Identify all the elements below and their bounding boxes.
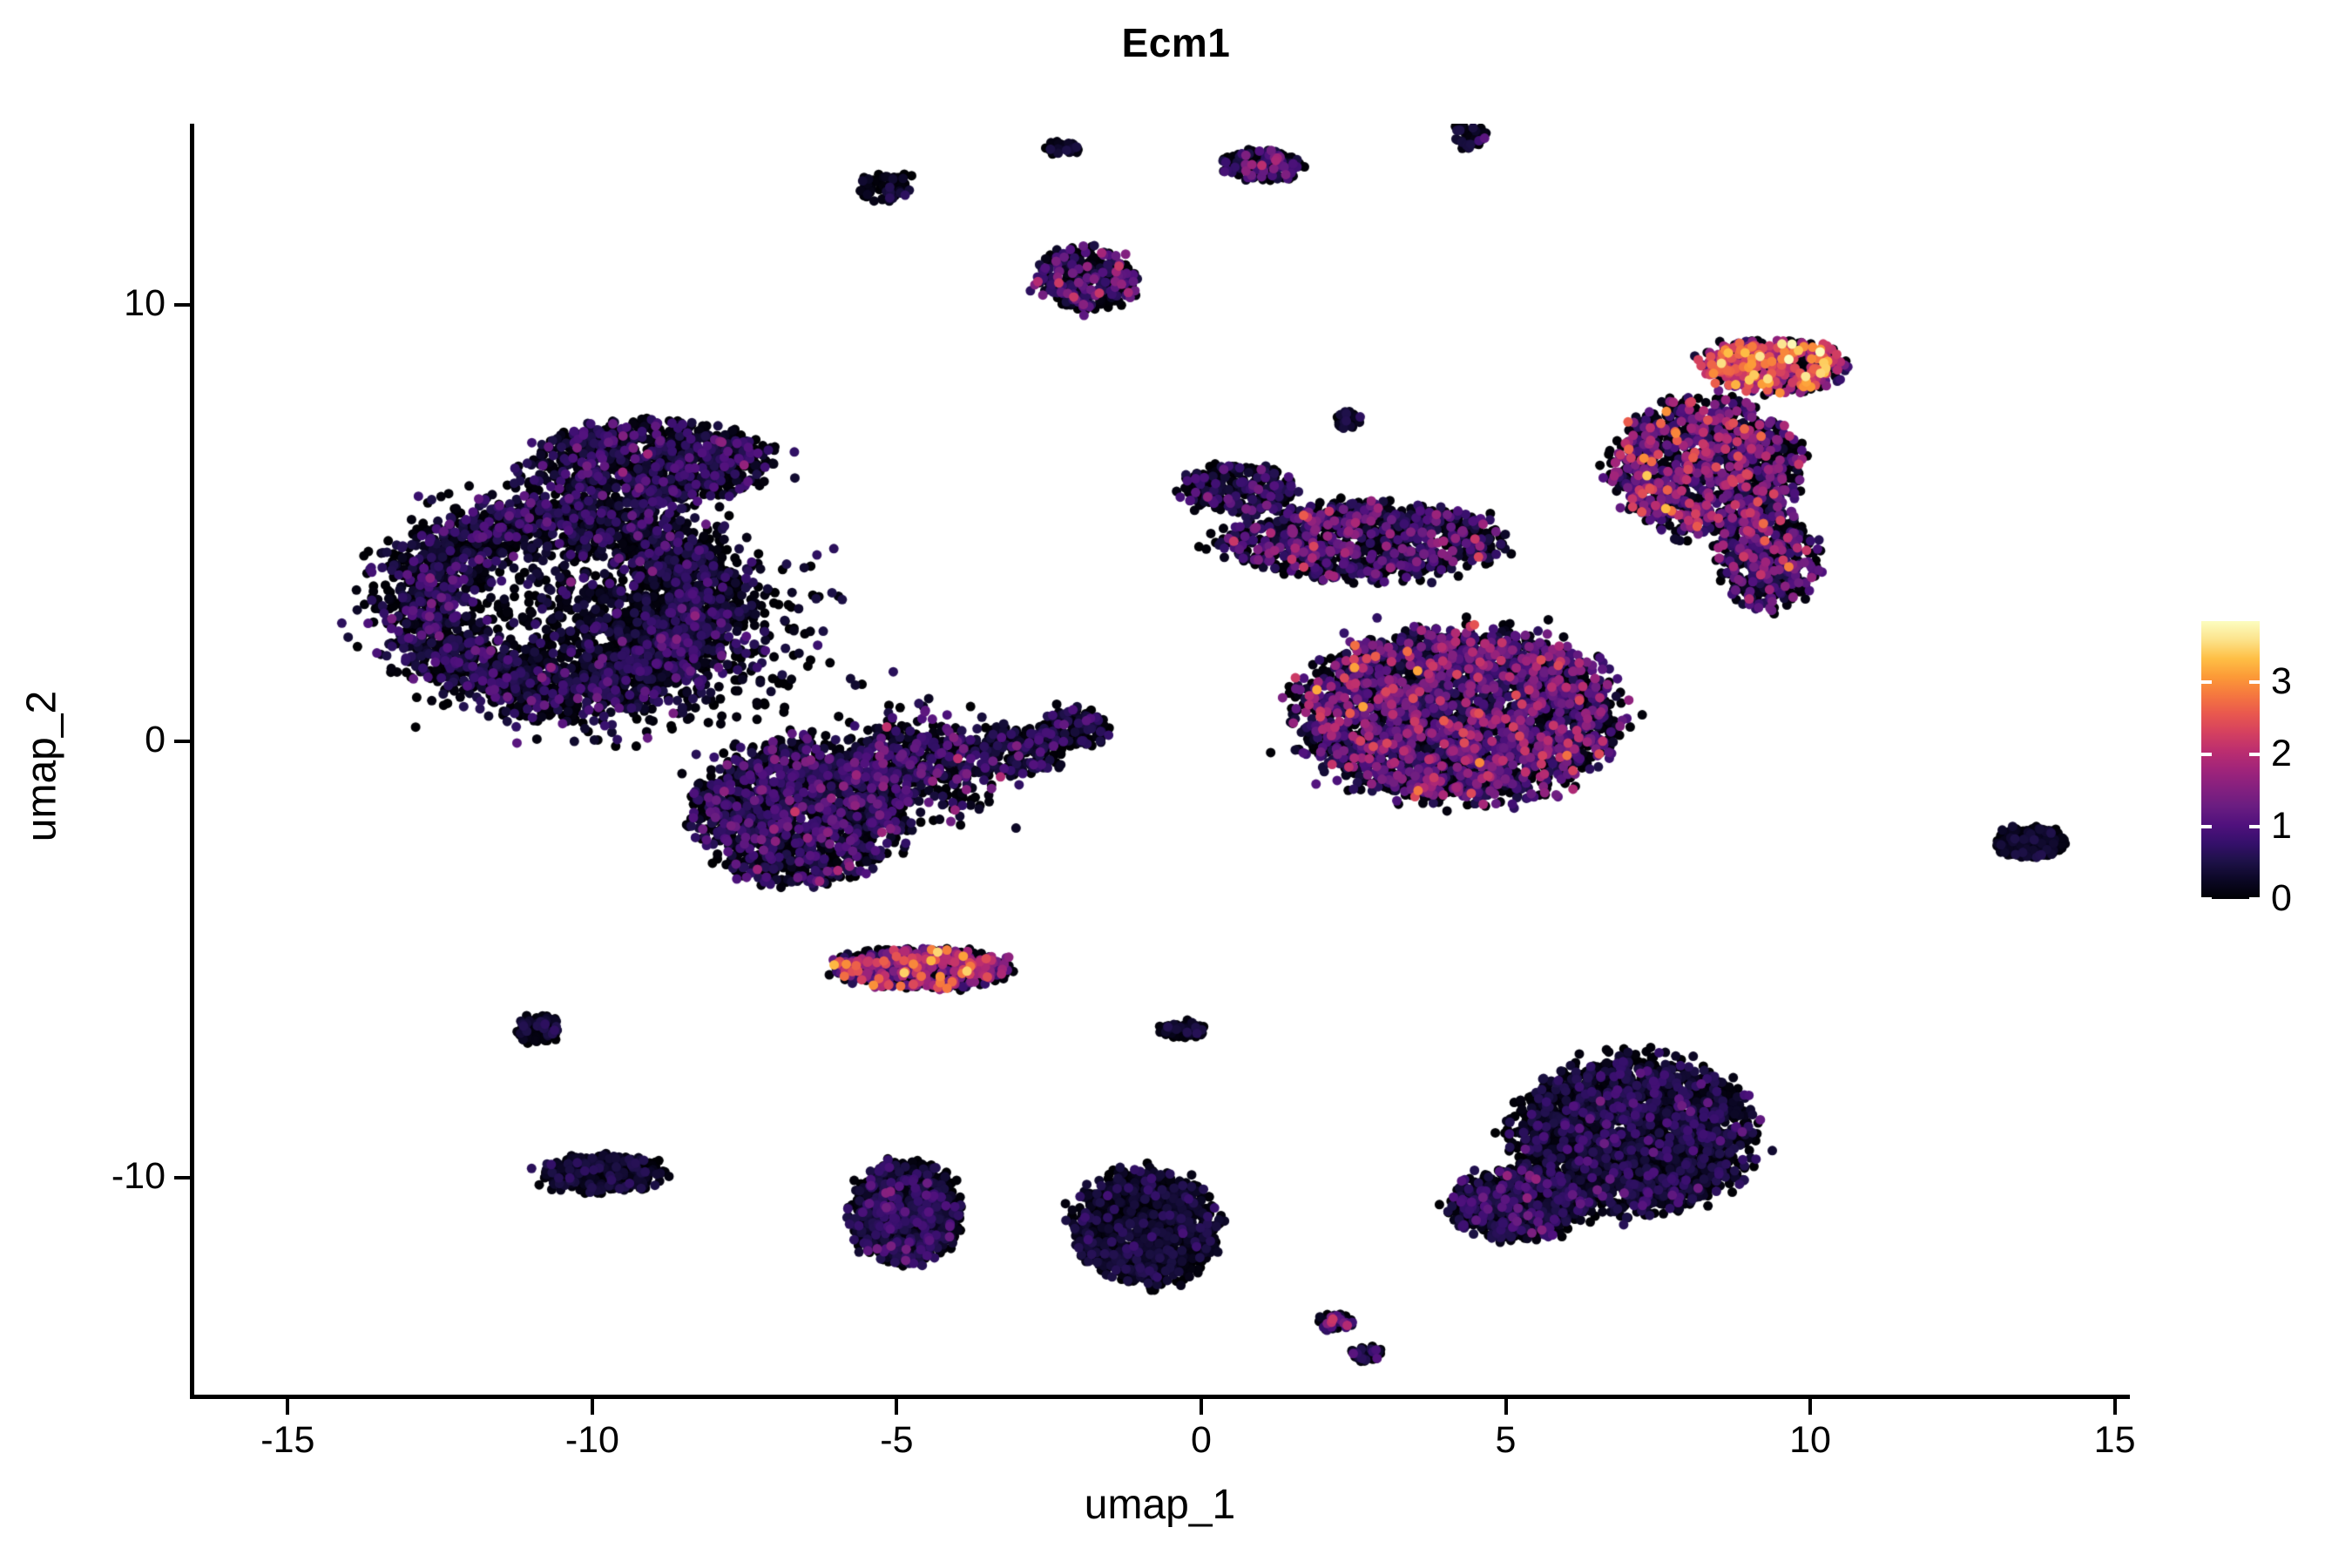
y-axis-tick bbox=[174, 302, 190, 307]
plot-panel bbox=[193, 124, 2173, 1396]
page-title: Ecm1 bbox=[1121, 20, 1231, 65]
scatter-canvas bbox=[193, 124, 2173, 1396]
x-axis-tick-label: 0 bbox=[1191, 1419, 1212, 1461]
x-axis-tick-label: 15 bbox=[2093, 1419, 2136, 1461]
x-axis-tick bbox=[1199, 1399, 1203, 1415]
x-axis-line bbox=[190, 1395, 2130, 1399]
x-axis-tick-label: -10 bbox=[564, 1419, 619, 1461]
colorbar-legend: 0 1 2 3 bbox=[2201, 621, 2292, 917]
y-axis-tick bbox=[174, 740, 190, 744]
colorbar-tick bbox=[2249, 897, 2260, 901]
colorbar-gradient bbox=[2201, 621, 2260, 899]
x-axis-tick bbox=[286, 1399, 290, 1415]
colorbar-tick bbox=[2201, 825, 2212, 829]
colorbar-tick-label: 1 bbox=[2271, 805, 2292, 848]
x-axis-tick-label: 10 bbox=[1789, 1419, 1831, 1461]
x-axis-label: umap_1 bbox=[1084, 1482, 1236, 1528]
x-axis-tick bbox=[590, 1399, 594, 1415]
colorbar-tick bbox=[2249, 753, 2260, 757]
x-axis-tick bbox=[895, 1399, 899, 1415]
y-axis-label: umap_2 bbox=[18, 690, 65, 842]
y-axis-tick-label: 0 bbox=[145, 719, 166, 761]
colorbar-tick-label: 3 bbox=[2271, 660, 2292, 703]
colorbar-tick bbox=[2249, 825, 2260, 829]
colorbar-tick-label: 2 bbox=[2271, 733, 2292, 775]
x-axis-tick-label: -15 bbox=[260, 1419, 315, 1461]
colorbar-tick bbox=[2201, 897, 2212, 901]
y-axis-tick-label: -10 bbox=[111, 1155, 166, 1198]
colorbar-tick bbox=[2249, 680, 2260, 685]
y-axis-line bbox=[190, 124, 194, 1398]
x-axis-tick-label: 5 bbox=[1495, 1419, 1517, 1461]
y-axis-tick bbox=[174, 1176, 190, 1180]
y-axis-tick-label: 10 bbox=[124, 281, 166, 324]
x-axis-tick bbox=[1504, 1399, 1508, 1415]
colorbar-tick bbox=[2201, 753, 2212, 757]
x-axis-tick bbox=[1808, 1399, 1813, 1415]
x-axis-tick bbox=[2112, 1399, 2117, 1415]
x-axis-tick-label: -5 bbox=[880, 1419, 914, 1461]
colorbar-tick-label: 0 bbox=[2271, 877, 2292, 919]
colorbar-tick bbox=[2201, 680, 2212, 685]
